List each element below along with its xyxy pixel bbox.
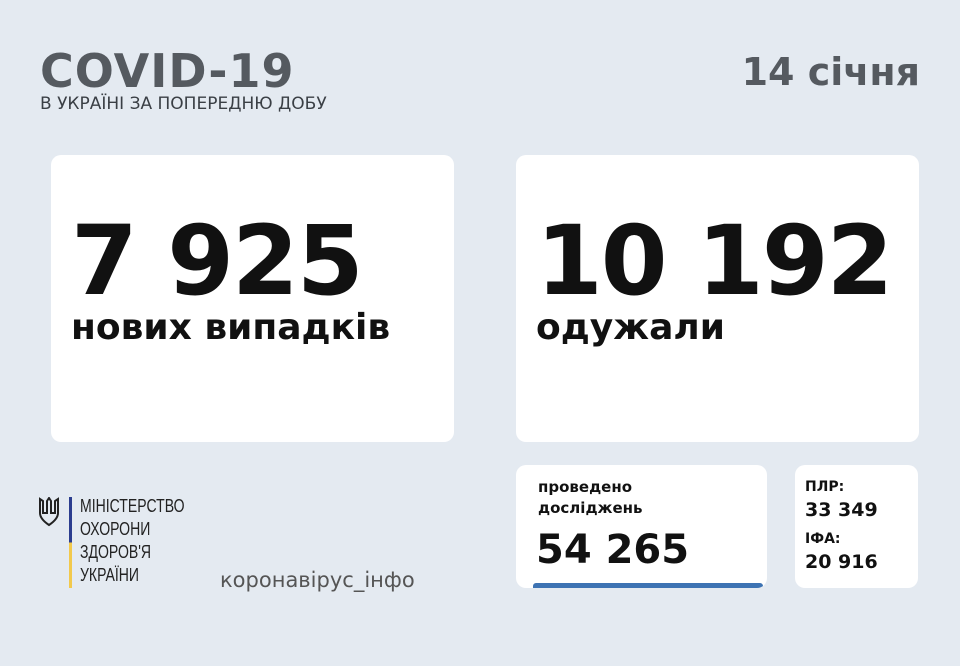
recovered-label: одужали <box>536 307 725 348</box>
page-subtitle: В УКРАЇНІ ЗА ПОПЕРЕДНЮ ДОБУ <box>40 94 327 114</box>
recovered-card: 10 192 одужали <box>516 155 919 442</box>
tests-value: 54 265 <box>536 527 690 573</box>
page-title: COVID-19 <box>40 44 295 98</box>
new-cases-value: 7 925 <box>71 205 364 317</box>
pcr-label: ПЛР: <box>805 479 845 495</box>
site-hashtag: коронавірус_інфо <box>220 568 415 592</box>
ministry-line: УКРАЇНИ <box>80 565 140 585</box>
ministry-line: ЗДОРОВ'Я <box>80 542 152 562</box>
ifa-label: ІФА: <box>805 531 841 547</box>
new-cases-card: 7 925 нових випадків <box>51 155 454 442</box>
flag-divider <box>69 497 72 588</box>
tests-breakdown-card: ПЛР: 33 349 ІФА: 20 916 <box>795 465 918 588</box>
ifa-value: 20 916 <box>805 551 878 573</box>
new-cases-label: нових випадків <box>71 307 391 348</box>
tests-card: проведено досліджень 54 265 <box>516 465 767 588</box>
ministry-line: МІНІСТЕРСТВО <box>80 496 185 516</box>
tests-label-2: досліджень <box>538 499 643 517</box>
accent-bar <box>533 583 763 588</box>
recovered-value: 10 192 <box>536 205 893 317</box>
report-date: 14 січня <box>741 50 920 94</box>
tryzub-icon <box>38 496 60 533</box>
tests-label-1: проведено <box>538 478 633 496</box>
pcr-value: 33 349 <box>805 499 878 521</box>
ministry-line: ОХОРОНИ <box>80 519 151 539</box>
